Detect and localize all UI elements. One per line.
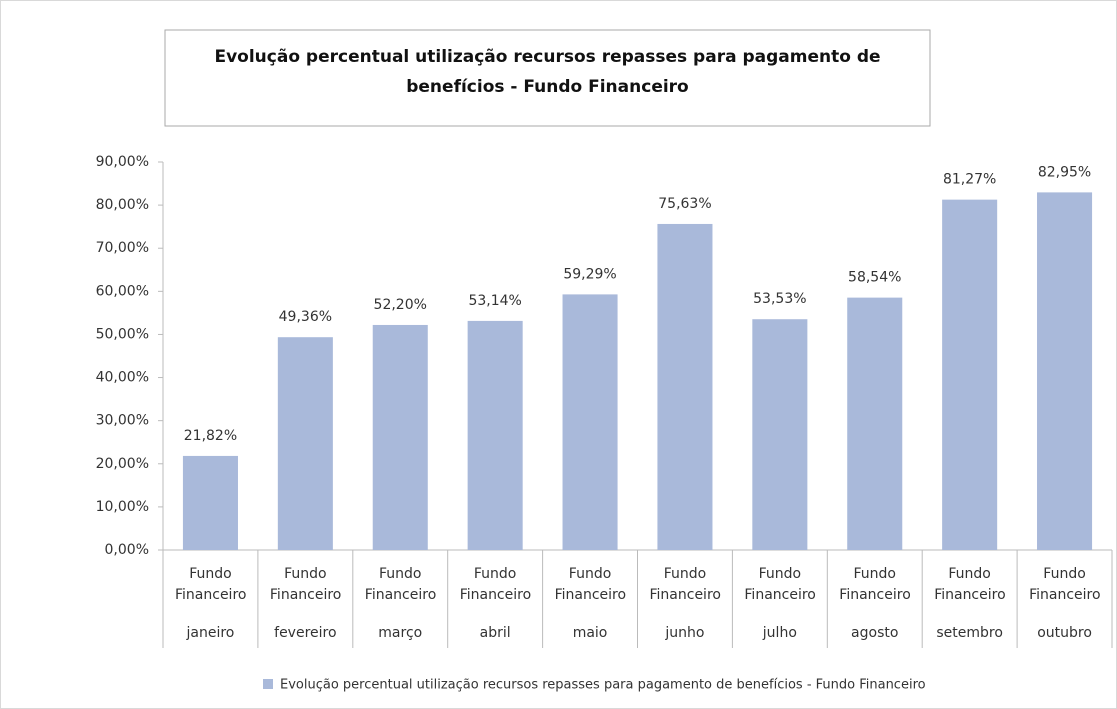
x-tick-label: julho (762, 625, 797, 641)
bar (752, 319, 808, 550)
bar (942, 199, 998, 551)
subcategory-wrap: Fundo Financeiro (934, 566, 1006, 603)
y-tick-label: 20,00% (96, 456, 149, 472)
subcategory-label: Fundo Financeiro (175, 566, 247, 603)
x-tick-label: agosto (851, 625, 898, 641)
subcategory-wrap: Fundo Financeiro (839, 566, 911, 603)
bar (277, 337, 333, 550)
title-box (164, 29, 931, 127)
data-label: 82,95% (1038, 164, 1091, 180)
x-tick-label: setembro (936, 625, 1003, 641)
data-label: 81,27% (943, 172, 996, 188)
x-tick-label: junho (664, 625, 704, 641)
x-tick-label: maio (573, 625, 608, 641)
data-label: 49,36% (279, 309, 332, 325)
data-label: 53,53% (753, 291, 806, 307)
bar (182, 455, 238, 550)
subcategory-label: Fundo Financeiro (269, 566, 342, 603)
bar (1037, 192, 1093, 551)
subcategory-label: Fundo Financeiro (459, 566, 532, 603)
bar (467, 320, 523, 550)
y-tick-label: 90,00% (96, 154, 149, 170)
subcategory-wrap: Fundo Financeiro (1029, 566, 1101, 603)
y-tick-label: 70,00% (96, 240, 149, 256)
y-tick-label: 30,00% (96, 413, 149, 429)
data-label: 75,63% (658, 196, 711, 212)
data-label: 53,14% (468, 293, 521, 309)
data-label: 52,20% (374, 297, 427, 313)
x-tick-label: outubro (1037, 625, 1092, 641)
data-label: 21,82% (184, 428, 237, 444)
subcategory-wrap: Fundo Financeiro (459, 566, 532, 603)
title-wrap: Evolução percentual utilização recursos … (214, 47, 881, 97)
subcategory-label: Fundo Financeiro (554, 566, 627, 603)
subcategory-label: Fundo Financeiro (744, 566, 816, 603)
data-label: 58,54% (848, 270, 901, 286)
y-tick-label: 50,00% (96, 326, 149, 342)
bar (657, 223, 713, 550)
x-tick-label: fevereiro (274, 625, 336, 641)
subcategory-label: Fundo Financeiro (364, 566, 437, 603)
x-tick-label: janeiro (186, 625, 235, 641)
subcategory-label: Fundo Financeiro (839, 566, 911, 603)
y-tick-label: 60,00% (96, 283, 149, 299)
subcategory-wrap: Fundo Financeiro (175, 566, 247, 603)
bar (847, 297, 903, 550)
subcategory-wrap: Fundo Financeiro (269, 566, 342, 603)
data-label: 59,29% (563, 266, 616, 282)
subcategory-label: Fundo Financeiro (934, 566, 1006, 603)
subcategory-label: Fundo Financeiro (1029, 566, 1101, 603)
chart-title: Evolução percentual utilização recursos … (214, 47, 881, 97)
bar (372, 324, 428, 550)
subcategory-wrap: Fundo Financeiro (554, 566, 627, 603)
subcategory-wrap: Fundo Financeiro (649, 566, 721, 603)
subcategory-wrap: Fundo Financeiro (744, 566, 816, 603)
subcategory-label: Fundo Financeiro (649, 566, 721, 603)
y-tick-label: 10,00% (96, 499, 149, 515)
subcategory-wrap: Fundo Financeiro (364, 566, 437, 603)
y-tick-label: 40,00% (96, 370, 149, 386)
x-tick-label: março (378, 625, 422, 641)
legend-label: Evolução percentual utilização recursos … (280, 678, 926, 693)
y-tick-label: 80,00% (96, 197, 149, 213)
y-tick-label: 0,00% (105, 542, 149, 558)
bar (562, 294, 618, 550)
x-tick-label: abril (480, 625, 511, 641)
legend-swatch (263, 679, 273, 689)
